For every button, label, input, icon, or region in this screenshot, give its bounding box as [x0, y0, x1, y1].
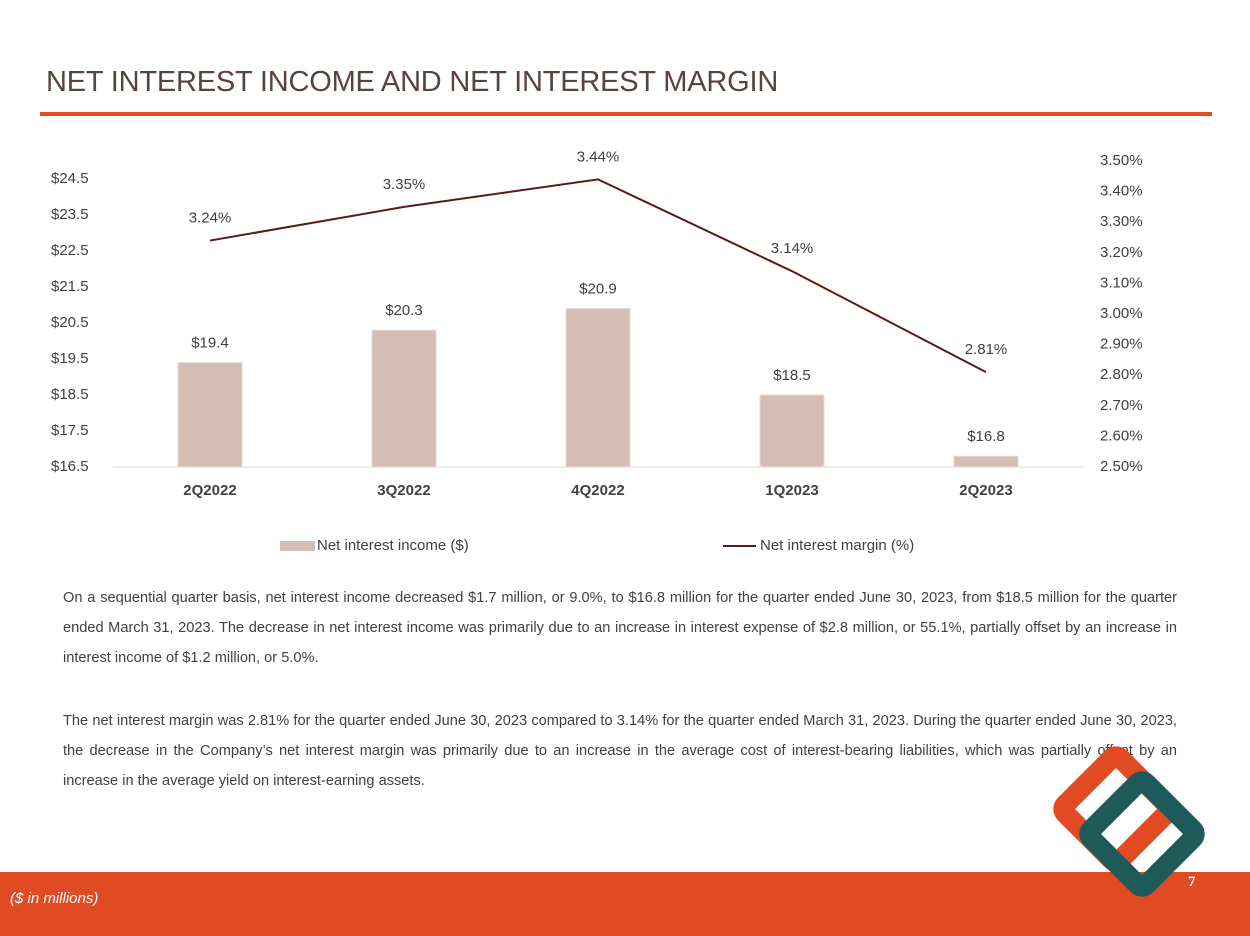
y-tick-label: $16.5: [51, 458, 89, 475]
y-tick-label: $24.5: [51, 170, 89, 187]
data-label: $20.3: [385, 302, 423, 319]
x-tick-label: 4Q2022: [571, 482, 624, 499]
data-label: 3.24%: [189, 210, 232, 227]
y-tick-label: $20.5: [51, 314, 89, 331]
y-tick-label: $22.5: [51, 242, 89, 259]
paragraph: The net interest margin was 2.81% for th…: [63, 713, 1177, 789]
data-label: $20.9: [579, 281, 617, 298]
data-label: $16.8: [967, 428, 1005, 445]
paragraph: On a sequential quarter basis, net inter…: [63, 590, 1177, 666]
footer-note: ($ in millions): [10, 890, 99, 907]
data-label: 2.81%: [965, 341, 1008, 358]
y2-tick-label: 3.40%: [1100, 183, 1143, 200]
logo: [1053, 746, 1205, 897]
y-tick-label: $17.5: [51, 422, 89, 439]
y2-tick-label: 3.00%: [1100, 305, 1143, 322]
title-rule: [40, 112, 1212, 116]
y2-tick-label: 3.50%: [1100, 152, 1143, 169]
data-label: 3.35%: [383, 176, 426, 193]
y2-tick-label: 2.90%: [1100, 336, 1143, 353]
x-tick-label: 1Q2023: [765, 482, 818, 499]
bar: [177, 362, 243, 468]
data-label: 3.44%: [577, 148, 620, 165]
y2-tick-label: 2.80%: [1100, 366, 1143, 383]
x-tick-label: 3Q2022: [377, 482, 430, 499]
y2-tick-label: 2.50%: [1100, 458, 1143, 475]
legend-label: Net interest income ($): [317, 537, 469, 554]
footer-band: ($ in millions) 7: [0, 872, 1250, 936]
page-number: 7: [1188, 874, 1196, 890]
data-label: 3.14%: [771, 240, 814, 257]
bar: [953, 455, 1019, 468]
y-tick-label: $23.5: [51, 206, 89, 223]
legend-swatch: [280, 541, 315, 551]
data-label: $18.5: [773, 367, 811, 384]
chart: $16.5 $17.5 $18.5 $19.5 $20.5 $21.5 $22.5 $23.5…: [51, 148, 1143, 554]
y2-tick-label: 3.20%: [1100, 244, 1143, 261]
x-tick-label: 2Q2023: [959, 482, 1012, 499]
bar: [371, 329, 437, 468]
line: [209, 178, 987, 374]
y-tick-label: $19.5: [51, 350, 89, 367]
y-tick-label: $21.5: [51, 278, 89, 295]
y2-tick-label: 3.30%: [1100, 213, 1143, 230]
slide-title: NET INTEREST INCOME AND NET INTEREST MAR…: [46, 66, 779, 98]
data-label: $19.4: [191, 335, 229, 352]
y2-tick-label: 2.70%: [1100, 397, 1143, 414]
legend-label: Net interest margin (%): [760, 537, 914, 554]
y-tick-label: $18.5: [51, 386, 89, 403]
x-tick-label: 2Q2022: [183, 482, 236, 499]
bar: [565, 308, 631, 468]
y2-tick-label: 3.10%: [1100, 274, 1143, 291]
y2-tick-label: 2.60%: [1100, 427, 1143, 444]
bar: [759, 394, 825, 468]
